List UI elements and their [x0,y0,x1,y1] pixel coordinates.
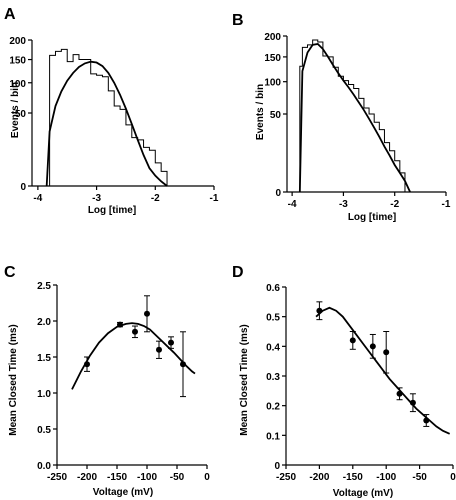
panel-c-data-point [144,310,150,317]
panel-c-ytick-label: 0.5 [37,425,51,436]
panel-a-xlabel: Log [time] [88,205,136,216]
panel-d-plot: -250 -200 -150 -100 -50 0 0 0.1 0.2 0.3 0.4 0.5 0.6 [266,283,456,483]
panel-b-xtick-label: -1 [442,199,451,210]
panel-d-data-point [316,307,323,314]
panel-a-xtick-label: -3 [92,193,101,204]
panel-d-xlabel: Voltage (mV) [333,488,393,499]
panel-c-plot: -250 -200 -150 -100 -50 0 0.0 0.5 1.0 1.5 2.0 2.5 [37,281,210,483]
panel-c-data-point [84,361,90,368]
panel-c-data-point [156,346,162,353]
panel-b-ytick-label: 200 [264,32,281,43]
panel-d-data-point [383,349,390,356]
panel-b-xlabel: Log [time] [348,212,396,223]
panel-a-ytick-label: 50 [15,109,27,120]
panel-c-xtick-label: 0 [204,472,210,483]
panel-a-xtick-label: -4 [33,193,42,204]
panel-c-ytick-label: 2.5 [37,281,51,292]
panel-d-xtick-label: -200 [309,472,329,483]
panel-a-histogram [49,48,168,186]
panel-c-ytick-label: 1.0 [37,389,51,400]
panel-d-data-point [396,390,403,397]
panel-d-data-point [349,337,356,344]
panel-a-xtick-label: -1 [210,193,219,204]
panel-d-ytick-label: 0.6 [266,283,280,294]
panel-c-data-point [168,339,174,346]
panel-d-xtick-label: -150 [343,472,363,483]
panel-label-b: B [232,12,244,29]
panel-b-xtick-label: -2 [390,199,399,210]
panel-b-ylabel: Events / bin [255,84,266,140]
panel-a-ylabel: Events / bin [10,82,21,138]
panel-d-ytick-label: 0.2 [266,402,280,413]
panel-c-fit-curve [71,322,196,390]
panel-a-ytick-label: 0 [20,182,26,193]
panel-d-xtick-label: -250 [276,472,296,483]
panel-b-histogram [299,39,406,192]
panel-d-xtick-label: -100 [376,472,396,483]
panel-b-xtick-label: -4 [288,199,297,210]
panel-d-data-point [423,417,430,424]
panel-b-ytick-label: 150 [264,53,281,64]
panel-d-ytick-label: 0.3 [266,372,280,383]
panel-c-ytick-label: 0.0 [37,461,51,472]
panel-b-ytick-label: 100 [264,78,281,89]
panel-b-ytick-label: 0 [275,188,281,199]
panel-c-ytick-label: 1.5 [37,353,51,364]
panel-a-xtick-label: -2 [151,193,160,204]
panel-label-d: D [232,264,244,281]
panel-c-ytick-label: 2.0 [37,317,51,328]
panel-a-plot: -4 -3 -2 -1 0 50 100 150 200 [9,36,219,204]
panel-b-ytick-label: 50 [270,110,282,121]
panel-b-plot: -4 -3 -2 -1 0 50 100 150 200 [264,32,451,210]
panel-a-ytick-label: 200 [9,36,26,47]
panel-d-data-point [409,399,416,406]
panel-d-ytick-label: 0.1 [266,431,280,442]
panel-c-xtick-label: -200 [77,472,97,483]
panel-b-xtick-label: -3 [339,199,348,210]
panel-d-fit-curve [315,306,451,435]
panel-d-ylabel: Mean Closed Time (ms) [239,324,250,436]
panel-a-ytick-label: 100 [9,79,26,90]
panel-c-data-point [132,328,138,335]
panel-d-ytick-label: 0.4 [266,342,280,353]
panel-d-xtick-label: -50 [412,472,427,483]
panel-a-ytick-label: 150 [9,56,26,67]
panel-c-xtick-label: -100 [137,472,157,483]
panel-label-c: C [4,264,16,281]
panel-c-xtick-label: -250 [47,472,67,483]
panel-d-ytick-label: 0 [274,461,280,472]
panel-c-data-point [117,321,123,328]
panel-b-fit-curve [298,43,411,193]
panel-d-xtick-label: 0 [450,472,456,483]
panel-c-xtick-label: -150 [107,472,127,483]
panel-label-a: A [4,6,16,23]
panel-c-ylabel: Mean Closed Time (ms) [8,324,19,436]
panel-d-ytick-label: 0.5 [266,313,280,324]
panel-c-xtick-label: -50 [170,472,185,483]
panel-a-fit-curve [45,60,168,187]
panel-c-xlabel: Voltage (mV) [93,487,153,498]
panel-c-data-point [180,361,186,368]
panel-d-data-point [369,343,376,350]
